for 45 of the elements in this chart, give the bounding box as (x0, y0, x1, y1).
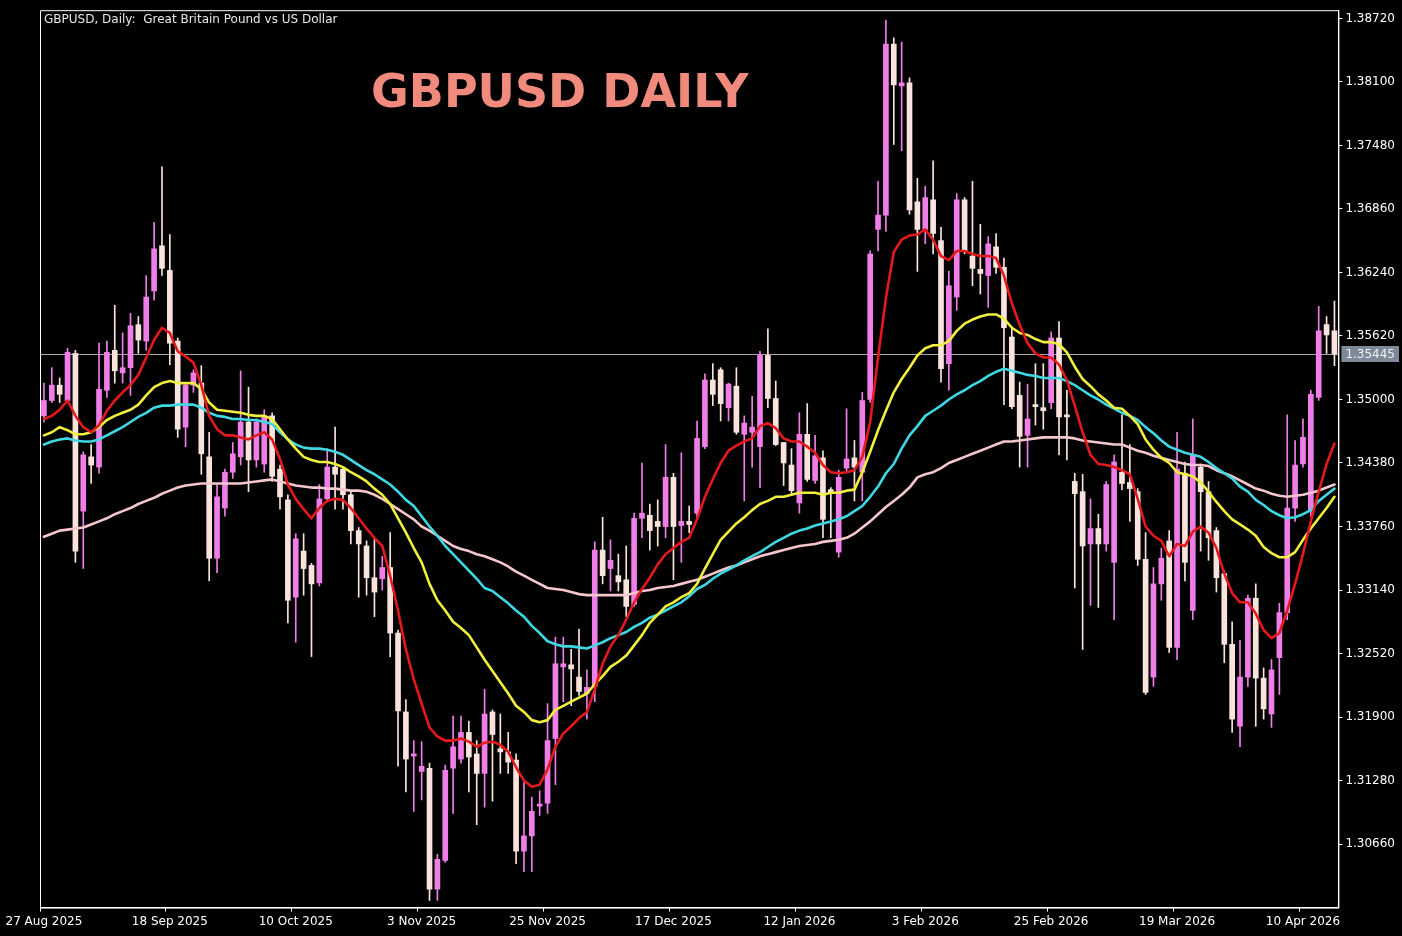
y-tick-label: 1.33760 (1345, 518, 1395, 533)
candlestick (686, 505, 693, 533)
x-tick-label: 3 Nov 2025 (387, 913, 457, 928)
candlestick (1119, 414, 1125, 490)
x-tick-label: 25 Nov 2025 (509, 913, 586, 928)
candlestick (1040, 363, 1047, 430)
candlestick (560, 636, 567, 703)
candlestick (355, 527, 362, 598)
candlestick (654, 499, 661, 547)
candlestick (568, 649, 574, 707)
x-tick-label: 3 Feb 2026 (891, 913, 959, 928)
y-tick-label: 1.31280 (1345, 772, 1395, 787)
x-tick-label: 25 Feb 2026 (1013, 913, 1089, 928)
annotation: GBPUSD DAILY (371, 64, 750, 119)
y-tick-label: 1.32520 (1345, 645, 1395, 660)
y-tick-label: 1.35000 (1345, 391, 1395, 406)
candlestick (159, 166, 165, 276)
x-tick-label: 19 Mar 2026 (1139, 913, 1216, 928)
candlestick (88, 444, 94, 484)
y-tick-label: 1.36240 (1345, 264, 1395, 279)
candlestick (639, 462, 645, 539)
y-tick-label: 1.31900 (1345, 709, 1395, 724)
ref-line-label: 1.35445 (1345, 347, 1395, 362)
y-tick-label: 1.30660 (1345, 836, 1395, 851)
y-tick-label: 1.38720 (1345, 10, 1395, 25)
candlestick (741, 415, 748, 502)
y-tick-label: 1.37480 (1345, 137, 1395, 152)
x-tick-label: 10 Oct 2025 (258, 913, 333, 928)
y-tick-label: 1.34380 (1345, 455, 1395, 470)
candlestick (521, 782, 527, 873)
y-tick-label: 1.38100 (1345, 74, 1395, 89)
y-tick-label: 1.35620 (1345, 328, 1395, 343)
x-tick-label: 12 Jan 2026 (763, 913, 836, 928)
candlestick (536, 790, 543, 816)
x-tick-label: 18 Sep 2025 (131, 913, 208, 928)
x-tick-label: 27 Aug 2025 (5, 913, 83, 928)
x-tick-label: 17 Dec 2025 (635, 913, 712, 928)
candlestick (678, 452, 685, 563)
x-tick-label: 10 Apr 2026 (1265, 913, 1341, 928)
candlestick (749, 396, 755, 468)
chart-title: GBPUSD, Daily: Great Britain Pound vs US Dollar (44, 12, 338, 27)
candlestick (1071, 472, 1078, 589)
y-tick-label: 1.33140 (1345, 582, 1395, 597)
y-tick-label: 1.36860 (1345, 201, 1395, 216)
candlestick (875, 180, 881, 252)
